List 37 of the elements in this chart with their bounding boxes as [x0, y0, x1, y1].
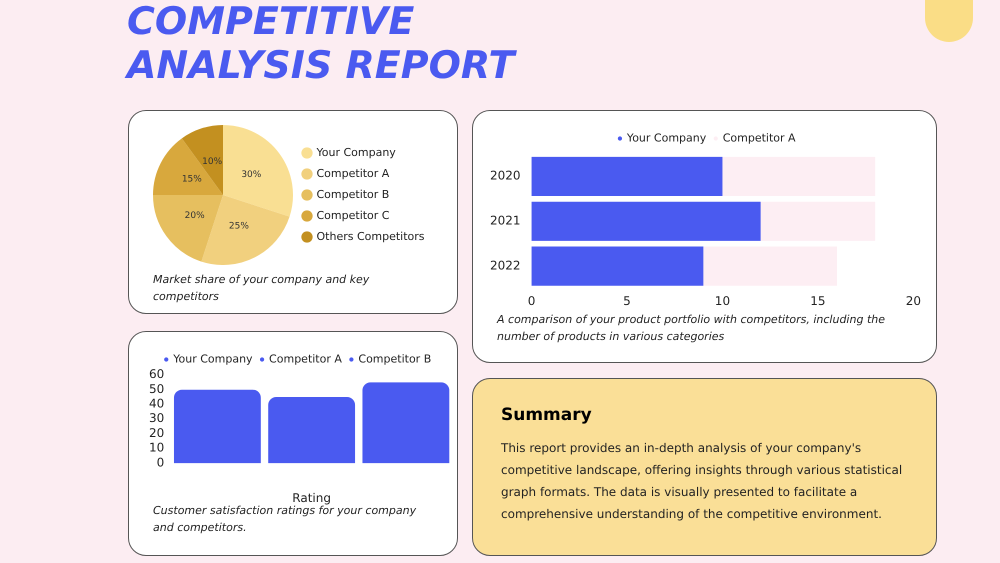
y-tick-label: 2022 — [490, 258, 521, 272]
legend-label: Your Company — [316, 146, 396, 159]
text: Customer satisfaction ratings for your company and competitors. — [153, 504, 418, 536]
text: This report provides an in-depth analysis of your company's competitive landscape, offering insights through various statistical graph formats. The data is visually presented to facilitate a comprehensive understanding of the competitive environment. — [501, 440, 904, 523]
y-tick-label: 2020 — [490, 168, 521, 183]
x-tick-label: 10 — [714, 294, 730, 308]
data-label: 10% — [202, 157, 223, 168]
legend-label: Your Company — [172, 352, 254, 366]
x-axis-title: Rating — [292, 490, 331, 505]
legend-label: Others Competitors — [316, 230, 425, 243]
legend-label: Competitor A — [269, 352, 342, 366]
y-tick-label: 20 — [148, 426, 164, 440]
y-tick-label: 10 — [148, 440, 164, 455]
text: Summary — [501, 405, 593, 425]
y-tick-label: 40 — [148, 396, 164, 411]
data-label: 20% — [184, 210, 206, 221]
y-tick-label: 2021 — [490, 213, 521, 228]
x-tick-label: 5 — [623, 294, 631, 308]
y-tick-label: 60 — [148, 367, 164, 382]
legend-label: Competitor A — [722, 131, 796, 144]
legend-label: Competitor B — [358, 352, 432, 366]
chart-title: COMPETITIVE ANALYSIS REPORT — [127, 0, 518, 87]
legend-label: Competitor B — [316, 188, 390, 201]
y-tick-label: 0 — [156, 455, 164, 470]
text: Market share of your company and key competitors — [153, 272, 370, 305]
text: A comparison of your product portfolio with competitors, including the number of products in various categories — [497, 312, 886, 345]
legend-label: Your Company — [626, 131, 707, 144]
legend-label: Competitor A — [316, 166, 390, 180]
x-tick-label: 20 — [906, 294, 922, 308]
x-tick-label: 0 — [528, 294, 536, 308]
data-label: 25% — [228, 222, 250, 232]
legend-label: Competitor C — [316, 208, 390, 222]
data-label: 15% — [182, 174, 202, 184]
x-tick-label: 15 — [810, 294, 826, 308]
data-label: 30% — [241, 170, 262, 180]
y-tick-label: 50 — [148, 382, 164, 396]
y-tick-label: 30 — [148, 411, 164, 426]
